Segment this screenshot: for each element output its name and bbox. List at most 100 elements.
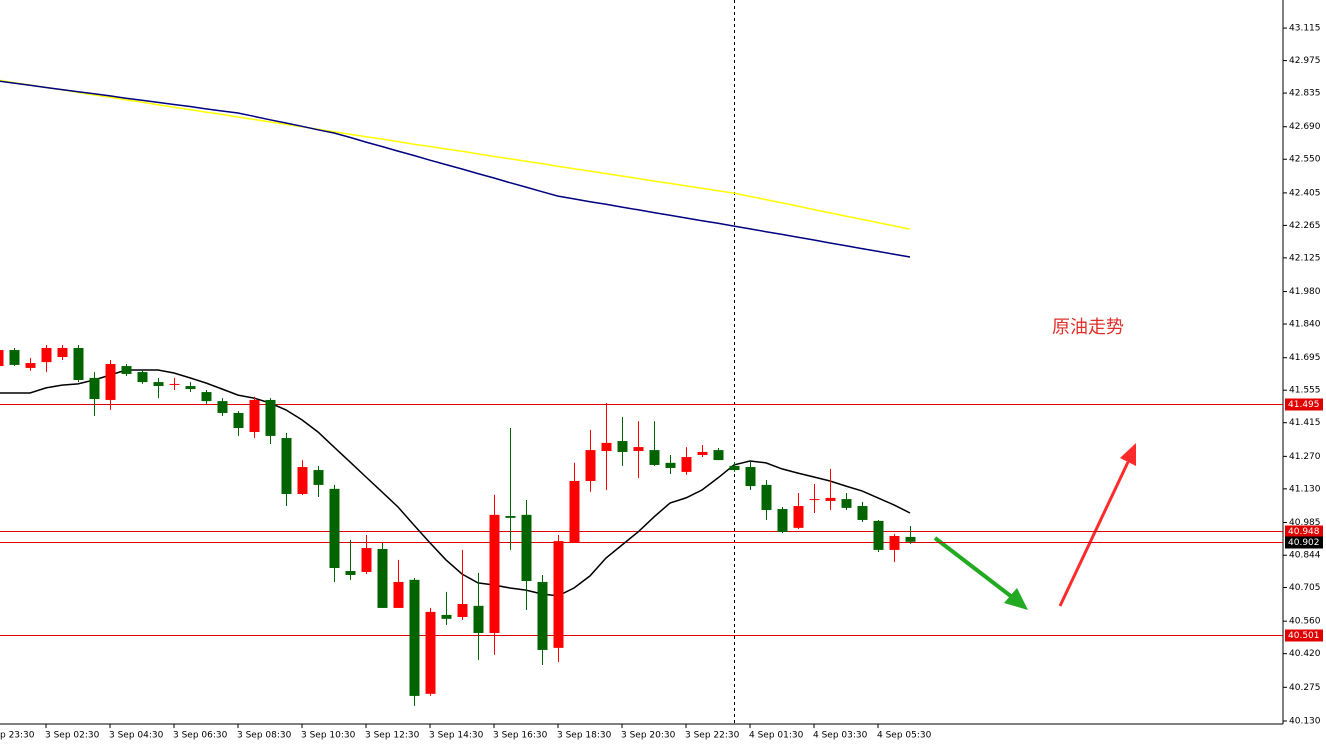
candle-body [361,548,372,572]
candle [329,484,340,582]
y-tick-label: 40.130 [1289,716,1321,726]
candle-body [313,470,324,485]
candle-body [681,457,692,472]
candle [89,372,100,416]
candle [281,432,292,507]
x-tick-label: 4 Sep 03:30 [813,731,868,741]
candle [793,493,804,530]
candle [409,577,420,706]
green-arrow [933,536,1028,610]
candle [697,444,708,458]
candle [217,398,228,416]
candle [25,357,36,371]
candle [585,429,596,492]
candle-body [25,363,36,368]
candle [489,494,500,655]
candle-body [649,450,660,465]
candle-body [713,450,724,461]
candle [889,533,900,562]
candle [729,461,740,472]
candle-body [105,363,116,400]
candle [233,411,244,436]
candle [441,591,452,625]
candle-body [569,480,580,543]
red-arrow [1058,443,1136,607]
candle [377,542,388,608]
candle [185,382,196,393]
candle-body [409,579,420,696]
candle-body [537,581,548,650]
level-label: 40.501 [1288,631,1320,641]
candle-body [425,611,436,694]
candle-body [185,386,196,390]
candle [569,462,580,543]
candle-body [825,497,836,501]
candle-body [505,516,516,518]
x-tick-label: 4 Sep 01:30 [749,731,804,741]
x-tick-label: 3 Sep 20:30 [621,731,676,741]
candle [681,447,692,475]
candle-body [905,536,916,542]
candle-body [633,447,644,452]
candle [425,607,436,696]
x-tick-label: 3 Sep 14:30 [429,731,484,741]
candle-body [345,571,356,575]
x-tick-label: 3 Sep 04:30 [109,731,164,741]
y-tick-label: 42.405 [1289,188,1321,198]
candle-body [201,392,212,402]
candle [73,344,84,383]
candle [121,363,132,377]
candle [313,465,324,497]
candle-body [793,506,804,528]
y-tick-label: 41.415 [1289,418,1321,428]
candle [297,460,308,495]
candle [105,360,116,410]
candle [745,461,756,491]
candle [761,480,772,520]
candle [809,483,820,513]
candle-body [249,399,260,432]
x-tick-label: 3 Sep 22:30 [685,731,740,741]
y-tick-label: 42.690 [1289,122,1321,132]
y-tick-label: 42.125 [1289,253,1321,263]
candle [873,519,884,552]
candle-body [761,484,772,510]
candle [601,402,612,491]
y-tick-label: 40.560 [1289,617,1321,627]
candle-body [9,350,20,365]
x-tick-label: p 23:30 [0,731,35,741]
candle [553,535,564,663]
candle [9,347,20,367]
candle [201,389,212,404]
level-label-bg [1285,629,1323,642]
candle [713,448,724,461]
candle [649,421,660,466]
candle [393,559,404,608]
y-tick-label: 40.844 [1289,551,1321,561]
y-tick-label: 40.420 [1289,649,1321,659]
candle-body [137,372,148,383]
moving-average-line [0,369,911,597]
candle-body [233,412,244,429]
x-tick-label: 4 Sep 05:30 [877,731,932,741]
candle [905,525,916,544]
candle-body [121,366,132,374]
y-tick-label: 40.985 [1289,518,1321,528]
candle-body [57,347,68,358]
candle [0,350,4,367]
candle-body [553,541,564,648]
x-tick-label: 3 Sep 12:30 [365,731,420,741]
y-tick-label: 43.115 [1289,24,1321,34]
candle-body [489,514,500,634]
current-price-bg [1285,536,1323,549]
candle-body [873,520,884,550]
candle [537,574,548,666]
candle-body [441,614,452,619]
level-label-bg [1285,525,1323,538]
x-tick-label: 3 Sep 16:30 [493,731,548,741]
x-tick-label: 3 Sep 18:30 [557,731,612,741]
level-label-bg [1285,398,1323,411]
candle-body [889,535,900,550]
